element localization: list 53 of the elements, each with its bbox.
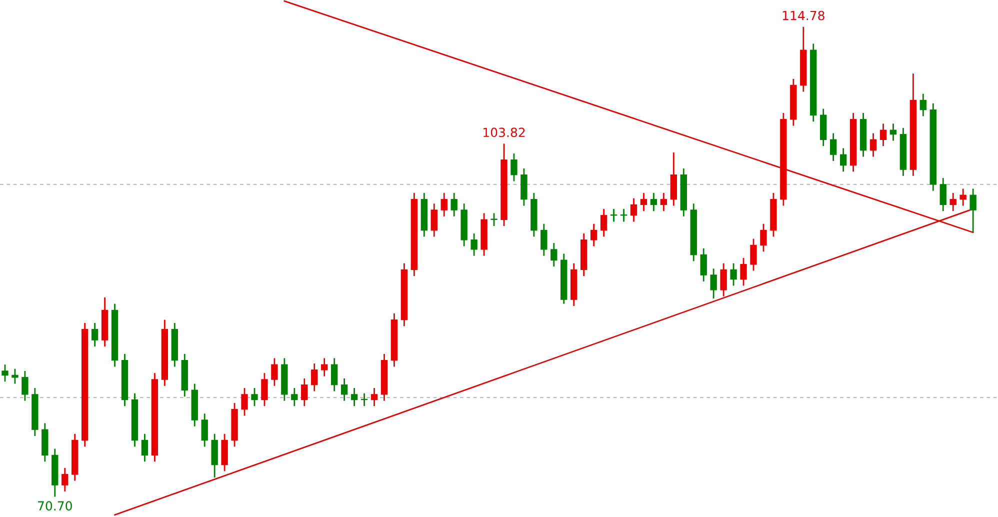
candlestick: [950, 192, 956, 212]
candlestick: [880, 122, 887, 147]
candlestick: [660, 192, 668, 212]
candlestick: [251, 387, 258, 407]
candlestick: [291, 387, 298, 407]
candlestick: [271, 357, 278, 387]
candlestick: [321, 357, 328, 377]
candlestick: [241, 387, 248, 416]
candlestick: [450, 192, 458, 218]
candlestick: [550, 242, 558, 268]
candlestick: [920, 93, 926, 117]
annotation: 103.82: [483, 128, 525, 138]
candlestick: [840, 147, 847, 172]
candlestick: [870, 132, 877, 158]
candlestick: [650, 192, 658, 212]
candlestick: [540, 223, 548, 257]
candlestick: [960, 188, 966, 206]
candlestick: [590, 223, 598, 247]
annotation: 70.70: [38, 501, 72, 511]
candlestick: [940, 177, 946, 212]
candlestick: [970, 188, 976, 234]
candlestick: [62, 467, 68, 492]
candlestick: [330, 357, 338, 392]
candlestick: [630, 198, 638, 222]
candlestick: [700, 248, 707, 282]
candlestick: [22, 370, 28, 402]
candlestick: [301, 378, 308, 407]
candlestick: [740, 257, 747, 286]
candlestick: [91, 322, 98, 348]
candlestick: [730, 262, 737, 286]
candlestick: [370, 387, 378, 407]
candlestick: [12, 368, 18, 384]
candlestick: [261, 372, 268, 407]
candlestick: [2, 364, 8, 382]
candlestick: [720, 262, 727, 298]
candlestick: [350, 387, 358, 407]
candlestick: [311, 362, 318, 392]
candlestick: [440, 192, 448, 218]
annotation: 114.78: [782, 10, 824, 20]
candlestick: [830, 132, 837, 162]
candlestick: [201, 412, 208, 448]
candlestick: [510, 152, 518, 182]
candlestick: [600, 208, 608, 238]
candlestick: [640, 192, 648, 212]
candlestick: [141, 433, 148, 462]
candlestick: [430, 202, 438, 238]
candlestick: [760, 223, 767, 252]
candlestick: [710, 268, 717, 300]
candlestick: [470, 232, 478, 257]
candlestick: [890, 122, 897, 142]
candlestick: [750, 238, 757, 272]
candlestick: [340, 378, 348, 402]
candlestick: [490, 212, 498, 227]
